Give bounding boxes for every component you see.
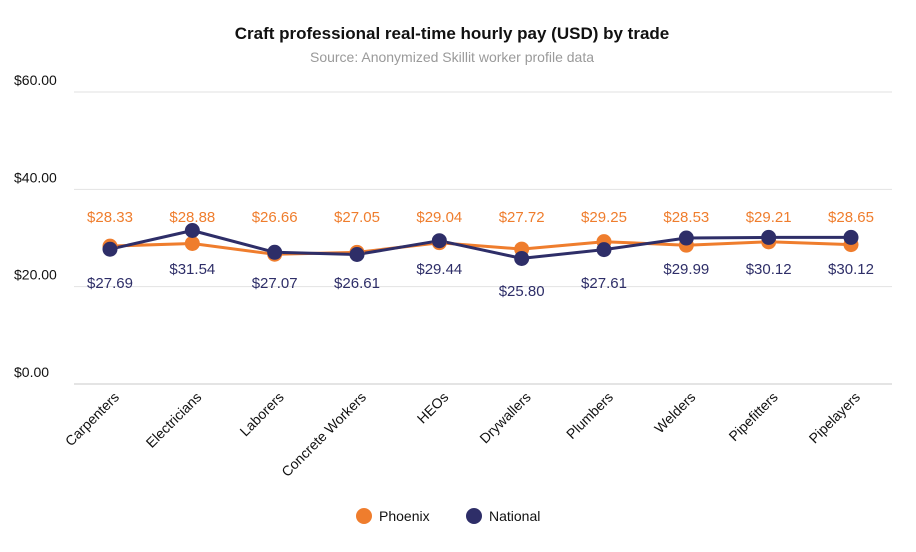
legend-label-national: National bbox=[489, 508, 540, 524]
data-label-national: $30.12 bbox=[746, 261, 792, 278]
data-label-national: $27.61 bbox=[581, 275, 627, 292]
data-label-national: $26.61 bbox=[334, 275, 380, 292]
x-tick-label: Plumbers bbox=[563, 389, 616, 442]
data-point-national bbox=[184, 223, 200, 239]
legend: Phoenix National bbox=[356, 508, 540, 524]
data-label-phoenix: $28.65 bbox=[828, 209, 874, 226]
x-tick-label: Carpenters bbox=[62, 389, 122, 449]
chart-subtitle: Source: Anonymized Skillit worker profil… bbox=[310, 49, 594, 65]
data-label-phoenix: $26.66 bbox=[252, 209, 298, 226]
data-point-national bbox=[761, 229, 777, 245]
y-tick-label: $60.00 bbox=[14, 72, 57, 88]
data-label-national: $27.07 bbox=[252, 275, 298, 292]
data-label-phoenix: $29.25 bbox=[581, 209, 627, 226]
data-point-national bbox=[514, 250, 530, 266]
data-point-national bbox=[349, 246, 365, 262]
data-point-national bbox=[102, 241, 118, 257]
data-point-national bbox=[843, 229, 859, 245]
legend-marker-phoenix bbox=[356, 508, 372, 524]
data-label-phoenix: $29.04 bbox=[416, 209, 462, 226]
series-line-national bbox=[108, 229, 853, 260]
legend-label-phoenix: Phoenix bbox=[379, 508, 430, 524]
x-tick-label: Pipefitters bbox=[725, 389, 780, 444]
grid-lines bbox=[74, 91, 892, 385]
series-line-phoenix bbox=[108, 240, 853, 256]
data-label-national: $31.54 bbox=[169, 261, 215, 278]
data-label-phoenix: $29.21 bbox=[746, 209, 792, 226]
data-label-phoenix: $27.72 bbox=[499, 209, 545, 226]
y-tick-label: $20.00 bbox=[14, 267, 57, 283]
x-tick-label: Drywallers bbox=[476, 389, 534, 447]
data-labels: $28.33 $28.88 $26.66 $27.05 $29.04 $27.72 $29.… bbox=[87, 209, 874, 300]
x-tick-label: Electricians bbox=[143, 389, 205, 451]
chart-title: Craft professional real-time hourly pay … bbox=[235, 24, 670, 43]
data-label-national: $29.99 bbox=[663, 261, 709, 278]
y-axis-ticks: $0.00 $20.00 $40.00 $60.00 bbox=[14, 72, 57, 380]
data-label-phoenix: $28.33 bbox=[87, 209, 133, 226]
data-point-national bbox=[596, 242, 612, 258]
x-tick-label: HEOs bbox=[414, 389, 452, 427]
legend-marker-national bbox=[466, 508, 482, 524]
x-tick-label: Pipelayers bbox=[806, 389, 864, 447]
data-label-phoenix: $28.88 bbox=[169, 209, 215, 226]
data-point-national bbox=[678, 230, 694, 246]
y-tick-label: $0.00 bbox=[14, 364, 49, 380]
data-point-national bbox=[267, 244, 283, 260]
data-label-national: $30.12 bbox=[828, 261, 874, 278]
data-point-phoenix bbox=[184, 235, 200, 251]
x-tick-label: Welders bbox=[651, 389, 698, 436]
data-label-phoenix: $27.05 bbox=[334, 209, 380, 226]
data-label-national: $25.80 bbox=[499, 283, 545, 300]
series-lines bbox=[108, 229, 853, 260]
data-label-national: $27.69 bbox=[87, 275, 133, 292]
y-tick-label: $40.00 bbox=[14, 169, 57, 185]
x-tick-label: Concrete Workers bbox=[278, 389, 369, 480]
data-label-phoenix: $28.53 bbox=[663, 209, 709, 226]
series-points bbox=[102, 223, 859, 266]
data-point-national bbox=[431, 233, 447, 249]
data-label-national: $29.44 bbox=[416, 261, 462, 278]
x-tick-label: Laborers bbox=[236, 389, 286, 439]
